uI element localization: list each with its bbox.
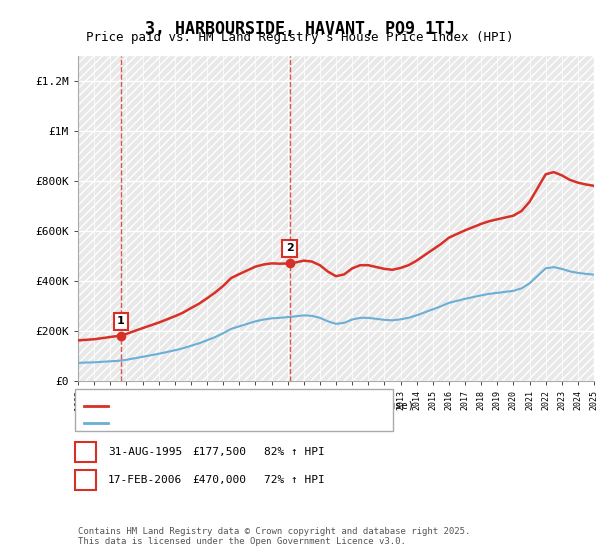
Bar [78, 56, 594, 381]
Text: Contains HM Land Registry data © Crown copyright and database right 2025.
This d: Contains HM Land Registry data © Crown c… [78, 526, 470, 546]
Text: Price paid vs. HM Land Registry's House Price Index (HPI): Price paid vs. HM Land Registry's House … [86, 31, 514, 44]
Text: HPI: Average price, detached house, Havant: HPI: Average price, detached house, Hava… [114, 418, 377, 428]
Text: 17-FEB-2006: 17-FEB-2006 [108, 475, 182, 485]
Text: 3, HARBOURSIDE, HAVANT, PO9 1TJ (detached house): 3, HARBOURSIDE, HAVANT, PO9 1TJ (detache… [114, 401, 414, 411]
Text: 82% ↑ HPI: 82% ↑ HPI [264, 447, 325, 457]
Text: 1: 1 [117, 316, 125, 326]
Text: 1: 1 [83, 446, 91, 459]
Text: 2: 2 [286, 244, 293, 253]
Text: 3, HARBOURSIDE, HAVANT, PO9 1TJ: 3, HARBOURSIDE, HAVANT, PO9 1TJ [145, 20, 455, 38]
Text: 72% ↑ HPI: 72% ↑ HPI [264, 475, 325, 485]
Text: £470,000: £470,000 [192, 475, 246, 485]
Text: 2: 2 [83, 474, 91, 487]
Text: £177,500: £177,500 [192, 447, 246, 457]
Text: 31-AUG-1995: 31-AUG-1995 [108, 447, 182, 457]
